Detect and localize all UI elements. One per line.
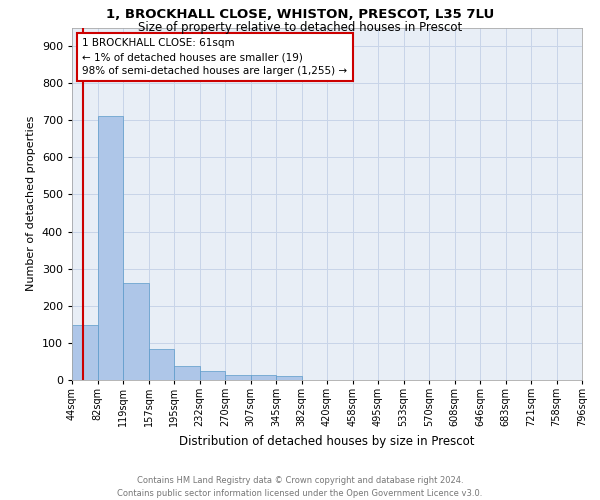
Text: 1, BROCKHALL CLOSE, WHISTON, PRESCOT, L35 7LU: 1, BROCKHALL CLOSE, WHISTON, PRESCOT, L3… bbox=[106, 8, 494, 20]
Text: Contains HM Land Registry data © Crown copyright and database right 2024.
Contai: Contains HM Land Registry data © Crown c… bbox=[118, 476, 482, 498]
Bar bbox=[199, 371, 225, 380]
Bar bbox=[72, 325, 97, 380]
Bar bbox=[123, 283, 149, 380]
Bar bbox=[225, 375, 251, 380]
Bar bbox=[149, 349, 174, 380]
Bar bbox=[276, 376, 302, 380]
Text: 1 BROCKHALL CLOSE: 61sqm
← 1% of detached houses are smaller (19)
98% of semi-de: 1 BROCKHALL CLOSE: 61sqm ← 1% of detache… bbox=[82, 38, 347, 76]
Bar bbox=[97, 116, 123, 380]
Text: Size of property relative to detached houses in Prescot: Size of property relative to detached ho… bbox=[138, 21, 462, 34]
Bar bbox=[174, 366, 199, 380]
Y-axis label: Number of detached properties: Number of detached properties bbox=[26, 116, 36, 292]
Bar bbox=[251, 375, 276, 380]
X-axis label: Distribution of detached houses by size in Prescot: Distribution of detached houses by size … bbox=[179, 434, 475, 448]
